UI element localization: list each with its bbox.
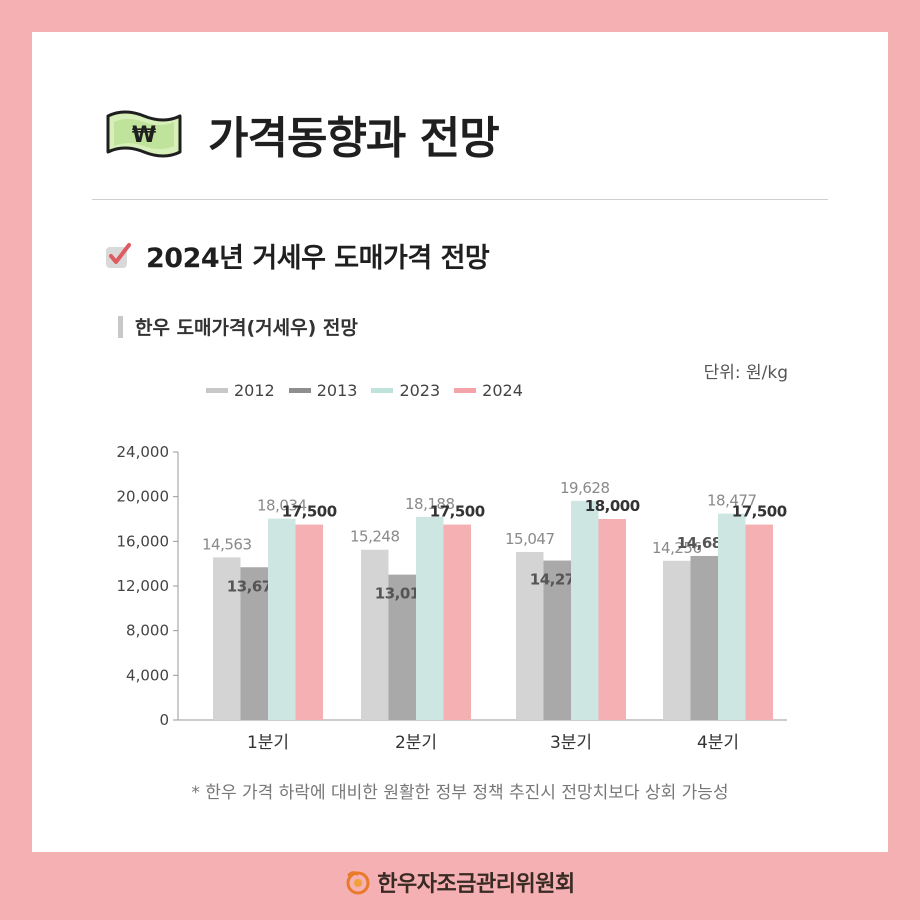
hanwoo-logo-icon bbox=[346, 871, 370, 895]
bar-2024-1 bbox=[295, 524, 323, 720]
y-tick-label: 20,000 bbox=[117, 488, 170, 506]
data-label: 18,188 bbox=[405, 495, 455, 513]
legend-label: 2012 bbox=[234, 381, 275, 400]
y-tick-label: 24,000 bbox=[117, 443, 170, 461]
bar-2023-2 bbox=[416, 516, 444, 720]
bar-2023-1 bbox=[268, 518, 296, 720]
data-label: 17,500 bbox=[732, 503, 787, 521]
bar-chart: 0 4,000 8,000 12,000 16,000 20,000 24,000 14,56… bbox=[117, 443, 788, 753]
bar-2012-4 bbox=[663, 560, 691, 720]
x-tick-label: 3분기 bbox=[550, 733, 592, 753]
unit-label: 단위: 원/kg bbox=[703, 363, 788, 383]
y-tick-label: 8,000 bbox=[126, 622, 169, 640]
bar-2023-3 bbox=[571, 500, 599, 720]
bar-2024-2 bbox=[443, 524, 471, 720]
x-tick-label: 2분기 bbox=[395, 733, 437, 753]
legend-swatch bbox=[371, 388, 394, 393]
data-label: 15,248 bbox=[350, 528, 400, 546]
chart-legend: 2012 2013 2023 2024 bbox=[206, 381, 537, 400]
data-label: 18,477 bbox=[707, 492, 757, 510]
header-divider bbox=[92, 199, 828, 200]
legend-swatch bbox=[206, 388, 228, 393]
footnote: * 한우 가격 하락에 대비한 원활한 정부 정책 추진시 전망치보다 상회 가… bbox=[191, 783, 729, 803]
x-tick-label: 4분기 bbox=[697, 733, 739, 753]
data-label: 14,256 bbox=[652, 539, 702, 557]
y-tick-label: 12,000 bbox=[117, 577, 170, 595]
bar-2013-2 bbox=[388, 574, 416, 720]
bar-2013-1 bbox=[240, 567, 268, 720]
x-tick-label: 1분기 bbox=[247, 733, 289, 753]
y-tick-label: 0 bbox=[159, 711, 169, 729]
legend-item-2023: 2023 bbox=[371, 381, 440, 400]
svg-text:₩: ₩ bbox=[132, 123, 156, 148]
subtitle-accent-bar bbox=[118, 315, 123, 338]
legend-item-2013: 2013 bbox=[288, 381, 358, 400]
section-header: 2024년 거세우 도매가격 전망 bbox=[104, 236, 490, 275]
data-label: 18,034 bbox=[257, 497, 307, 515]
data-label: 19,628 bbox=[560, 479, 610, 497]
page-title: 가격동향과 전망 bbox=[208, 113, 500, 164]
legend-swatch bbox=[288, 388, 311, 393]
logo-text: 한우자조금관리위원회 bbox=[377, 872, 575, 897]
legend-swatch bbox=[454, 388, 477, 393]
data-label: 17,500 bbox=[430, 503, 485, 521]
legend-label: 2013 bbox=[316, 381, 358, 400]
bar-2023-4 bbox=[718, 513, 746, 720]
bar-2012-2 bbox=[361, 549, 389, 720]
legend-item-2024: 2024 bbox=[454, 381, 523, 400]
content-card: ₩ 가격동향과 전망 2024년 거세우 도매가격 전망 한우 도매가격(거세우… bbox=[32, 32, 888, 852]
bar-2012-3 bbox=[516, 551, 544, 720]
legend-label: 2023 bbox=[399, 381, 441, 400]
data-label: 17,500 bbox=[282, 503, 337, 521]
legend-label: 2024 bbox=[482, 381, 523, 400]
chart-subtitle-row: 한우 도매가격(거세우) 전망 bbox=[118, 313, 358, 340]
section-title: 2024년 거세우 도매가격 전망 bbox=[146, 243, 490, 274]
y-tick-label: 16,000 bbox=[117, 532, 170, 550]
bar-2013-4 bbox=[690, 555, 718, 720]
won-banknote-icon: ₩ bbox=[106, 110, 182, 158]
bar-2013-3 bbox=[543, 560, 571, 720]
data-label: 18,000 bbox=[585, 497, 640, 515]
legend-item-2012: 2012 bbox=[206, 381, 275, 400]
data-label: 15,047 bbox=[505, 530, 555, 548]
chart-subtitle: 한우 도매가격(거세우) 전망 bbox=[135, 317, 358, 339]
data-label: 14,563 bbox=[202, 535, 252, 553]
y-tick-label: 4,000 bbox=[126, 666, 169, 684]
footer-logo: 한우자조금관리위원회 bbox=[0, 866, 920, 898]
bar-2012-1 bbox=[213, 557, 241, 720]
bar-2024-4 bbox=[745, 524, 773, 720]
checkbox-check-icon bbox=[106, 242, 131, 268]
page-header: ₩ 가격동향과 전망 bbox=[102, 94, 500, 174]
bar-2024-3 bbox=[598, 519, 626, 720]
